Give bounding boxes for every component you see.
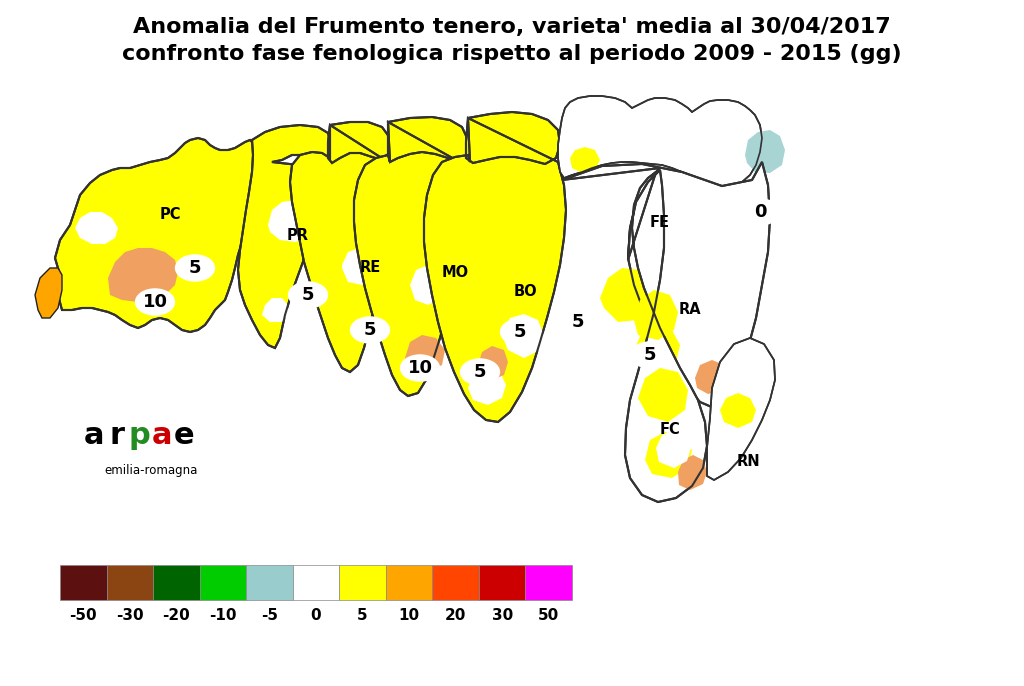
Text: RA: RA xyxy=(679,303,701,318)
Polygon shape xyxy=(268,200,315,242)
Circle shape xyxy=(740,199,779,225)
Polygon shape xyxy=(695,360,728,394)
Bar xyxy=(525,565,572,600)
Text: a: a xyxy=(152,421,172,449)
Text: 5: 5 xyxy=(474,363,486,381)
Bar xyxy=(339,565,386,600)
Polygon shape xyxy=(707,338,775,480)
Polygon shape xyxy=(478,346,508,380)
Circle shape xyxy=(135,289,174,315)
Circle shape xyxy=(400,355,439,381)
Bar xyxy=(200,565,246,600)
Polygon shape xyxy=(75,212,118,244)
Text: 5: 5 xyxy=(188,259,202,277)
Polygon shape xyxy=(502,314,544,358)
Text: Anomalia del Frumento tenero, varieta' media al 30/04/2017
confronto fase fenolo: Anomalia del Frumento tenero, varieta' m… xyxy=(122,17,902,64)
Polygon shape xyxy=(290,122,392,372)
Bar xyxy=(106,565,154,600)
Polygon shape xyxy=(562,162,770,408)
Circle shape xyxy=(631,342,670,368)
Polygon shape xyxy=(262,298,288,322)
Text: 30: 30 xyxy=(492,608,513,624)
Polygon shape xyxy=(638,368,688,422)
Text: 0: 0 xyxy=(754,203,766,221)
Bar xyxy=(60,565,106,600)
Bar xyxy=(479,565,525,600)
Text: a: a xyxy=(84,421,104,449)
Text: FC: FC xyxy=(659,423,680,438)
Text: 5: 5 xyxy=(364,321,376,339)
Text: r: r xyxy=(110,421,124,449)
Text: PR: PR xyxy=(287,228,309,242)
Text: PC: PC xyxy=(160,207,181,222)
Circle shape xyxy=(175,255,214,281)
Polygon shape xyxy=(55,138,260,332)
Polygon shape xyxy=(634,290,678,340)
Text: BO: BO xyxy=(513,285,537,300)
Polygon shape xyxy=(625,170,707,502)
Text: emilia-romagna: emilia-romagna xyxy=(104,464,199,477)
Text: 0: 0 xyxy=(310,608,322,624)
Circle shape xyxy=(461,359,500,385)
Polygon shape xyxy=(570,147,600,173)
Text: p: p xyxy=(128,421,151,449)
Text: 20: 20 xyxy=(445,608,466,624)
Text: 5: 5 xyxy=(357,608,368,624)
Polygon shape xyxy=(678,455,707,490)
Bar xyxy=(154,565,200,600)
Polygon shape xyxy=(108,248,178,302)
Circle shape xyxy=(289,282,328,308)
Polygon shape xyxy=(406,335,445,372)
Text: e: e xyxy=(174,421,195,449)
Circle shape xyxy=(501,319,540,345)
Text: 5: 5 xyxy=(514,323,526,341)
Bar xyxy=(432,565,479,600)
Polygon shape xyxy=(238,125,332,348)
Polygon shape xyxy=(410,265,446,305)
Text: -20: -20 xyxy=(163,608,190,624)
Polygon shape xyxy=(35,268,62,318)
Text: -50: -50 xyxy=(70,608,97,624)
Bar xyxy=(386,565,432,600)
Bar xyxy=(293,565,339,600)
Text: 10: 10 xyxy=(408,359,432,377)
Polygon shape xyxy=(635,325,680,370)
Text: RE: RE xyxy=(359,261,381,276)
Text: MO: MO xyxy=(441,265,469,279)
Polygon shape xyxy=(645,432,692,478)
Circle shape xyxy=(350,317,389,343)
Text: 5: 5 xyxy=(644,346,656,364)
Text: -30: -30 xyxy=(116,608,143,624)
Polygon shape xyxy=(558,96,762,186)
Text: -10: -10 xyxy=(209,608,237,624)
Text: 10: 10 xyxy=(142,293,168,311)
Circle shape xyxy=(558,309,597,335)
Text: 5: 5 xyxy=(571,313,585,331)
Polygon shape xyxy=(468,368,506,405)
Text: -5: -5 xyxy=(261,608,278,624)
Polygon shape xyxy=(656,430,691,468)
Text: RN: RN xyxy=(736,455,760,469)
Text: 10: 10 xyxy=(398,608,420,624)
Polygon shape xyxy=(424,112,566,422)
Polygon shape xyxy=(600,268,652,322)
Text: 50: 50 xyxy=(538,608,559,624)
Text: 5: 5 xyxy=(302,286,314,304)
Polygon shape xyxy=(354,117,470,396)
Polygon shape xyxy=(342,248,378,285)
Text: FE: FE xyxy=(650,215,670,230)
Polygon shape xyxy=(745,130,785,173)
Bar xyxy=(246,565,293,600)
Polygon shape xyxy=(720,393,756,428)
